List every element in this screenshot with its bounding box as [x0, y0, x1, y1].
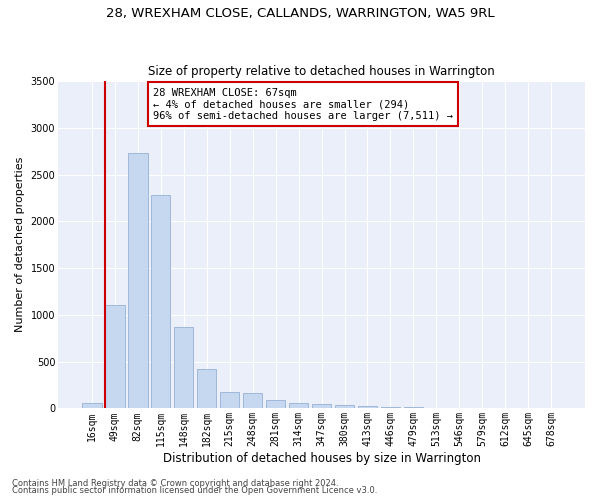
Text: 28 WREXHAM CLOSE: 67sqm
← 4% of detached houses are smaller (294)
96% of semi-de: 28 WREXHAM CLOSE: 67sqm ← 4% of detached… [153, 88, 453, 121]
Bar [289, 403, 308, 408]
Bar [128, 153, 148, 408]
Bar [312, 404, 331, 408]
Bar [266, 400, 286, 408]
Bar [358, 406, 377, 408]
Bar [243, 393, 262, 408]
Text: Contains HM Land Registry data © Crown copyright and database right 2024.: Contains HM Land Registry data © Crown c… [12, 478, 338, 488]
Bar [381, 406, 400, 408]
Bar [174, 327, 193, 408]
Bar [105, 304, 125, 408]
X-axis label: Distribution of detached houses by size in Warrington: Distribution of detached houses by size … [163, 452, 481, 465]
Bar [82, 404, 101, 408]
Bar [220, 392, 239, 408]
Bar [151, 195, 170, 408]
Bar [197, 369, 217, 408]
Y-axis label: Number of detached properties: Number of detached properties [15, 157, 25, 332]
Text: Contains public sector information licensed under the Open Government Licence v3: Contains public sector information licen… [12, 486, 377, 495]
Text: 28, WREXHAM CLOSE, CALLANDS, WARRINGTON, WA5 9RL: 28, WREXHAM CLOSE, CALLANDS, WARRINGTON,… [106, 8, 494, 20]
Title: Size of property relative to detached houses in Warrington: Size of property relative to detached ho… [148, 66, 495, 78]
Bar [335, 405, 354, 408]
